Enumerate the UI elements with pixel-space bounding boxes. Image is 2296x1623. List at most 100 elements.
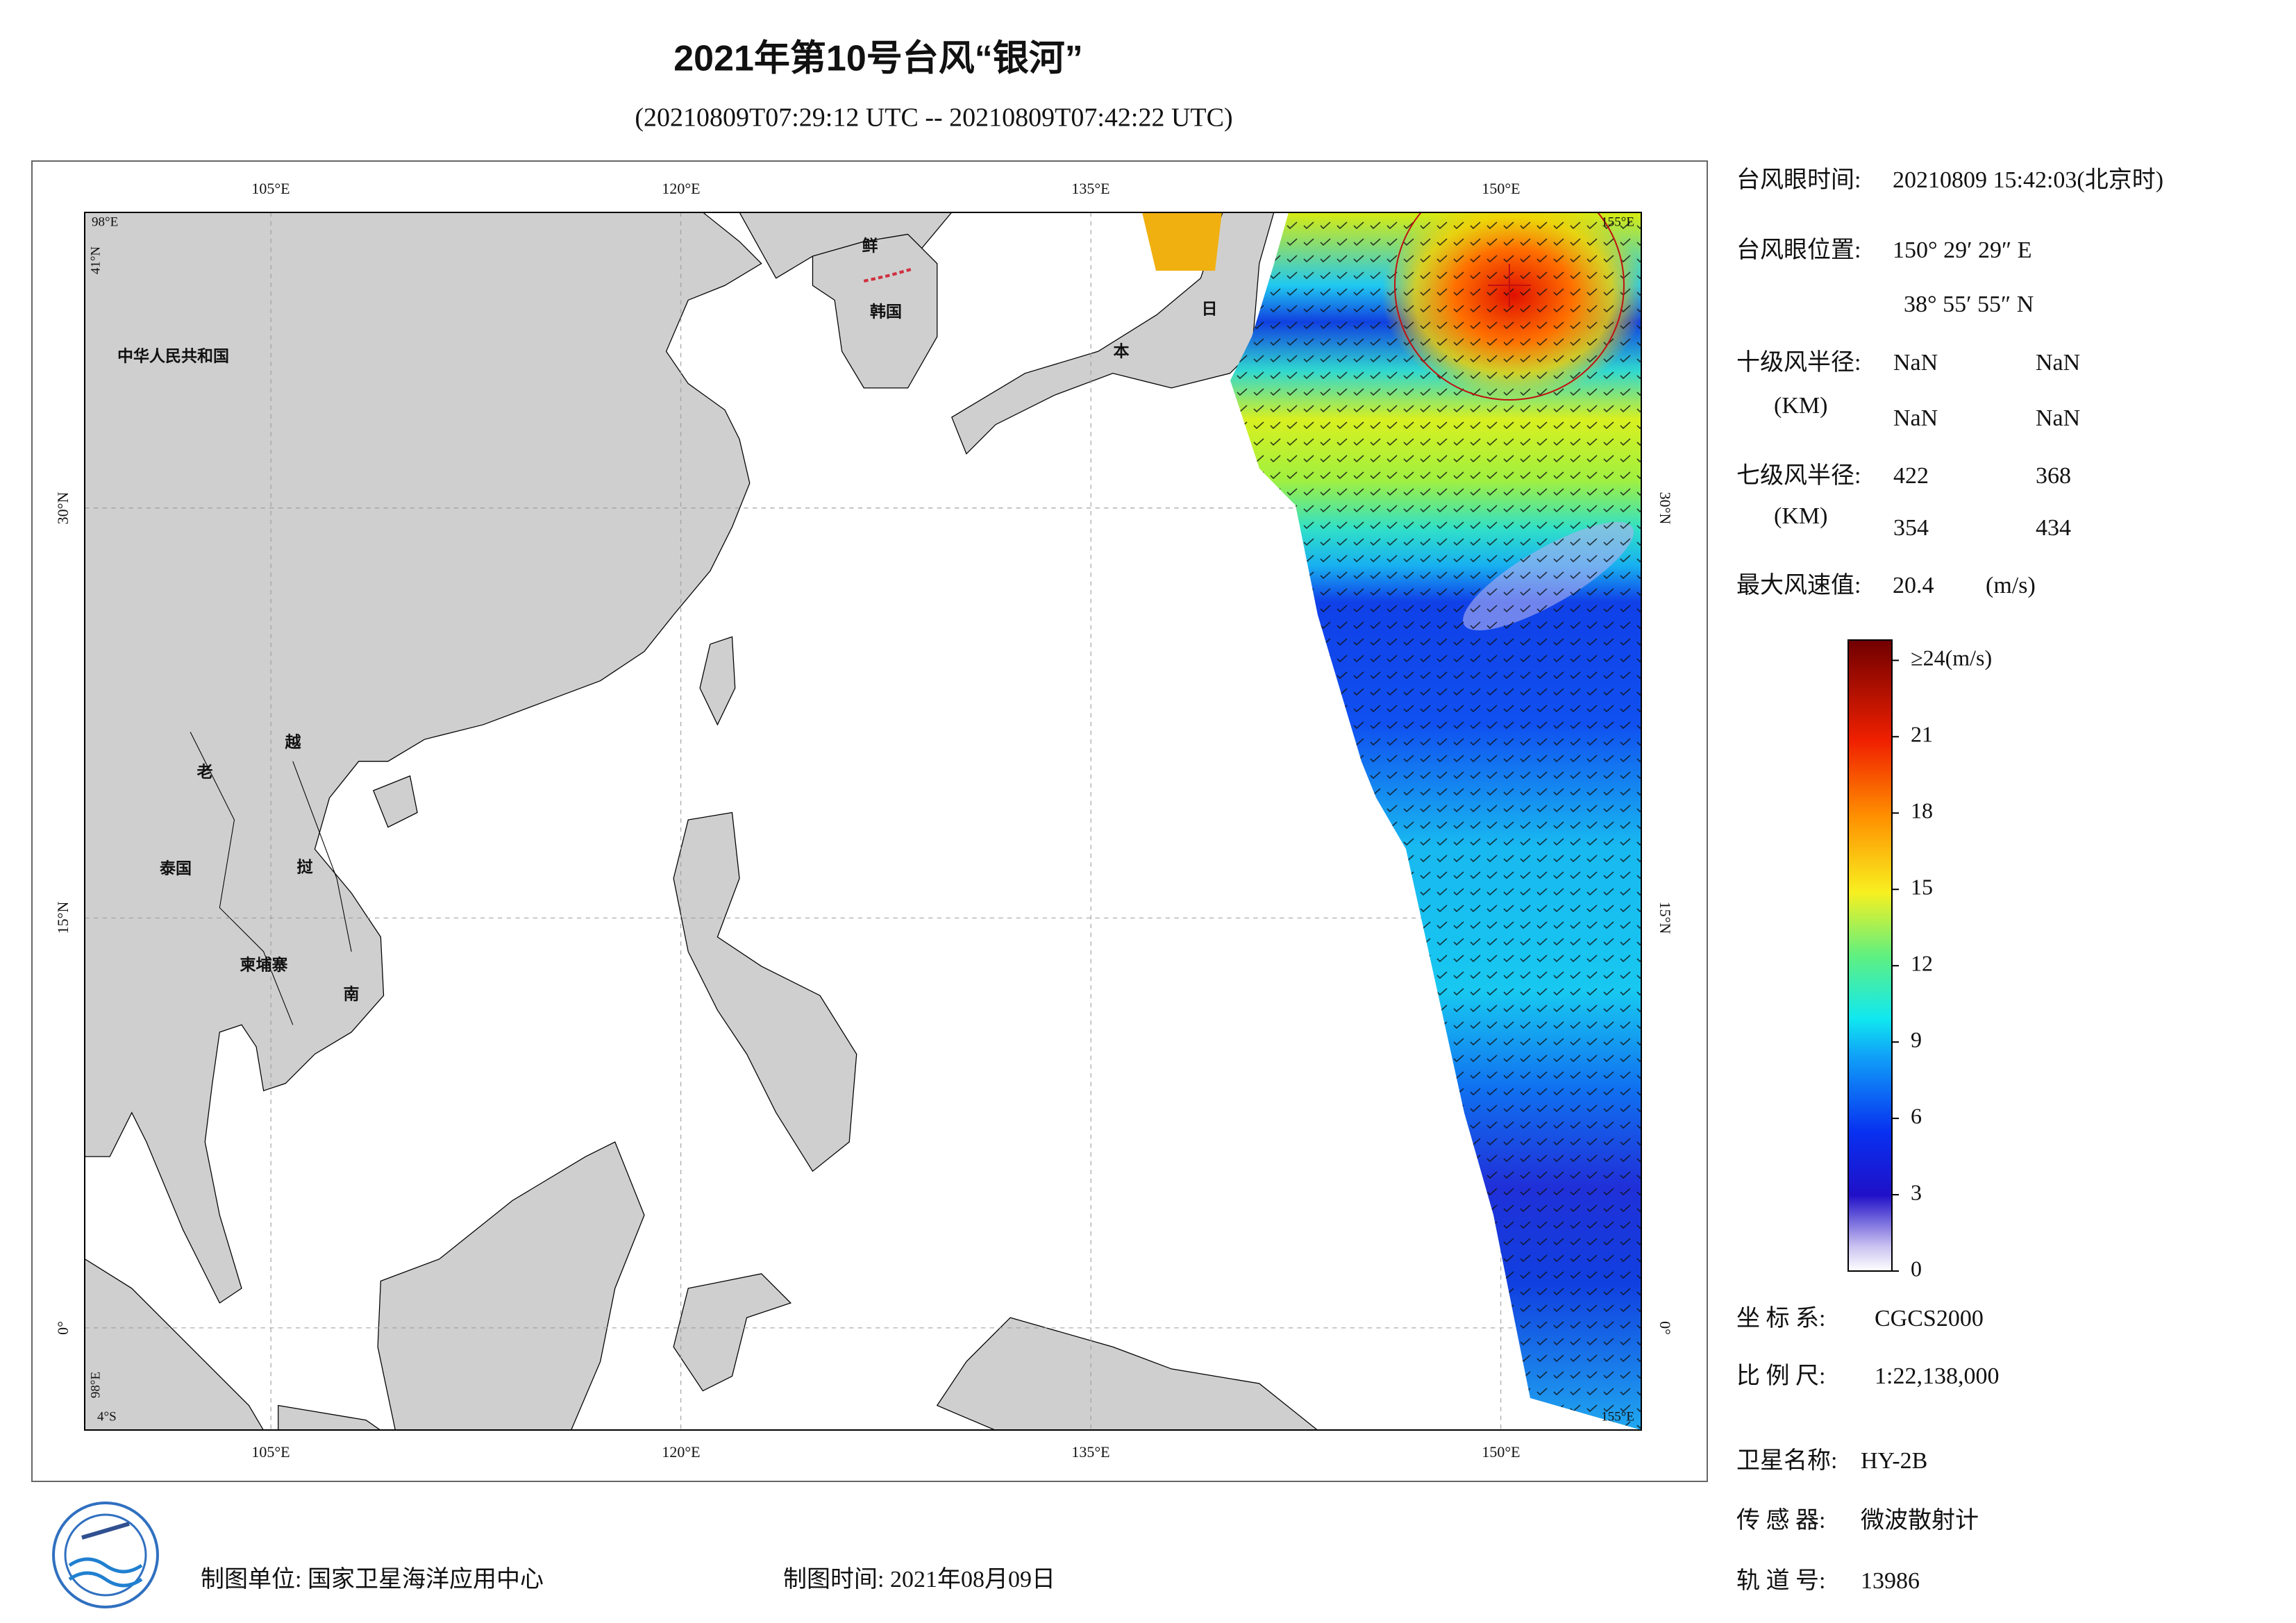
philippines <box>673 812 857 1172</box>
colorbar-label: 15 <box>1911 875 1933 900</box>
info-label: 七级风半径: <box>1736 462 1861 489</box>
corner-label: 41°N <box>88 246 103 275</box>
lon-label: 150°E <box>1482 180 1520 197</box>
meta-label: 卫星名称: <box>1736 1447 1837 1474</box>
map-frame <box>31 160 1708 1482</box>
country-label: 韩国 <box>870 302 902 320</box>
info-label: 十级风半径: <box>1736 349 1861 376</box>
colorbar-label: 18 <box>1911 798 1933 823</box>
borders <box>190 732 352 1025</box>
corner-label: 98°E <box>88 1372 103 1398</box>
colorbar: ≥24(m/s) 21 18 15 12 9 6 3 0 <box>1847 639 1992 1281</box>
sumatra <box>85 1258 265 1430</box>
meta-label: 比 例 尺: <box>1736 1363 1825 1389</box>
country-label: 日 <box>1202 300 1218 317</box>
meta-panel: 坐 标 系: CGCS2000 比 例 尺: 1:22,138,000 卫星名称… <box>1736 1305 1999 1594</box>
info-value: 422 <box>1893 463 1929 489</box>
colorbar-ramp <box>1847 639 1893 1272</box>
hainan <box>372 775 418 828</box>
country-label: 本 <box>1114 342 1130 360</box>
info-value: 38° 55′ 55″ N <box>1904 292 2034 317</box>
footer-unit: 制图单位: 国家卫星海洋应用中心 <box>201 1566 544 1592</box>
lat-label: 30°N <box>54 492 72 525</box>
country-label: 越 <box>285 733 302 750</box>
lon-label: 105°E <box>251 180 290 197</box>
info-value: 150° 29′ 29″ E <box>1893 237 2031 263</box>
info-value: 354 <box>1893 515 1929 541</box>
info-value: 368 <box>2036 463 2071 489</box>
eye-marker <box>1488 264 1531 307</box>
country-label: 中华人民共和国 <box>117 346 229 364</box>
wind-barbs <box>1230 212 1641 1430</box>
footer-date: 制图时间: 2021年08月09日 <box>783 1566 1055 1592</box>
lon-label: 135°E <box>1071 1443 1109 1461</box>
lon-labels-bottom: 105°E 120°E 135°E 150°E <box>251 1443 1520 1461</box>
country-label: 鲜 <box>862 237 878 254</box>
colorbar-label: ≥24(m/s) <box>1911 646 1992 671</box>
info-label: 台风眼时间: <box>1736 167 1861 193</box>
info-value: NaN <box>1893 350 1938 376</box>
lon-label: 105°E <box>251 1443 290 1461</box>
info-unit: (KM) <box>1774 393 1827 419</box>
country-labels: 中华人民共和国 鲜 韩国 日 本 老 越 泰国 挝 柬埔寨 南 <box>117 237 1218 1002</box>
map-border <box>84 212 1642 1431</box>
meta-label: 坐 标 系: <box>1736 1305 1825 1331</box>
info-value: NaN <box>2036 350 2080 376</box>
land <box>85 212 1641 1430</box>
taiwan <box>699 636 736 726</box>
info-label: 台风眼位置: <box>1736 237 1861 263</box>
lat-label: 15°N <box>54 902 72 934</box>
korea <box>812 233 938 389</box>
info-unit: (KM) <box>1774 503 1827 529</box>
meta-label: 传 感 器: <box>1736 1507 1825 1533</box>
colorbar-label: 21 <box>1911 722 1933 747</box>
info-value: NaN <box>1893 405 1938 431</box>
country-label: 柬埔寨 <box>240 955 288 973</box>
info-value: NaN <box>2036 405 2080 431</box>
lat-label: 0° <box>1657 1321 1674 1335</box>
japan <box>951 212 1275 455</box>
dmz-line <box>863 268 912 283</box>
sulawesi <box>673 1273 792 1392</box>
corner-labels: 98°E 41°N 155°E 4°S 98°E 155°E <box>88 215 1634 1424</box>
lat-label: 15°N <box>1657 902 1674 934</box>
map-area <box>85 212 1641 1430</box>
colorbar-label: 6 <box>1911 1103 1922 1128</box>
lon-label: 135°E <box>1071 180 1109 197</box>
lon-label: 120°E <box>662 1443 700 1461</box>
java <box>278 1404 381 1430</box>
lon-label: 150°E <box>1482 1443 1520 1461</box>
lat-label: 30°N <box>1657 492 1674 525</box>
info-value: 20.4 <box>1893 573 1934 598</box>
meta-value: CGCS2000 <box>1875 1306 1984 1331</box>
colorbar-label: 3 <box>1911 1179 1922 1204</box>
corner-label: 4°S <box>97 1409 117 1424</box>
lat-label: 0° <box>54 1321 72 1335</box>
colorbar-label: 0 <box>1911 1256 1922 1281</box>
title: 2021年第10号台风“银河” <box>673 39 1083 79</box>
wind-radius-circle <box>1394 212 1625 401</box>
borneo <box>377 1141 645 1430</box>
info-panel: 台风眼时间: 20210809 15:42:03(北京时) 台风眼位置: 150… <box>1736 167 2163 598</box>
info-value: 20210809 15:42:03(北京时) <box>1893 167 2163 193</box>
meta-value: 1:22,138,000 <box>1875 1363 1999 1389</box>
subtitle: (20210809T07:29:12 UTC -- 20210809T07:42… <box>635 103 1232 133</box>
country-label: 老 <box>196 763 213 780</box>
country-label: 挝 <box>297 858 314 875</box>
country-label: 泰国 <box>159 859 192 877</box>
mainland <box>85 212 762 1304</box>
corner-label: 155°E <box>1601 215 1634 229</box>
colorbar-label: 12 <box>1911 951 1933 976</box>
lon-label: 120°E <box>662 180 700 197</box>
lat-labels: 30°N 15°N 0° 30°N 15°N 0° <box>54 492 1674 1335</box>
logo <box>52 1502 159 1608</box>
lon-labels-top: 105°E 120°E 135°E 150°E <box>251 180 1520 197</box>
meta-value: 13986 <box>1861 1568 1920 1594</box>
new-guinea <box>936 1317 1318 1430</box>
colorbar-label: 9 <box>1911 1027 1922 1052</box>
info-label: 最大风速值: <box>1736 572 1861 598</box>
corner-label: 155°E <box>1601 1409 1634 1424</box>
meta-value: HY-2B <box>1861 1448 1927 1474</box>
